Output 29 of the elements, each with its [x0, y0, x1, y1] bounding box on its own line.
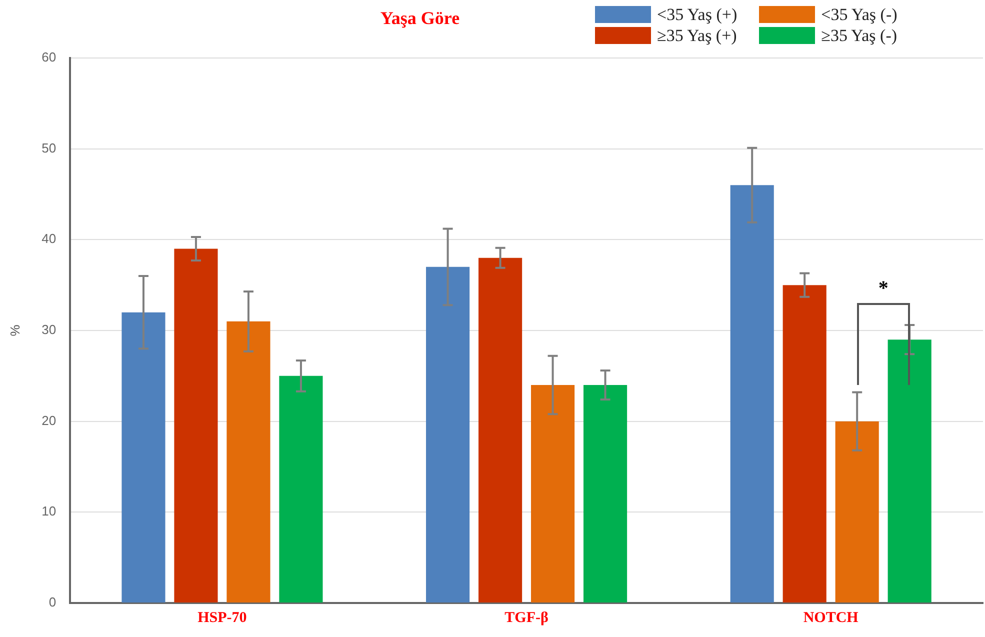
legend-label: <35 Yaş (-): [821, 4, 898, 24]
bar: [122, 312, 166, 602]
y-tick-label: 20: [42, 412, 56, 428]
bar: [583, 385, 628, 602]
bar: [174, 248, 218, 602]
y-tick-label: 60: [42, 50, 56, 65]
bar: [730, 185, 774, 602]
x-tick-label: NOTCH: [803, 610, 859, 626]
legend-label: <35 Yaş (+): [657, 4, 738, 24]
y-axis-title: %: [7, 324, 22, 336]
y-tick-label: 10: [42, 504, 56, 519]
bar: [478, 258, 522, 602]
x-tick-label: HSP-70: [198, 610, 247, 626]
legend-label: ≥35 Yaş (-): [821, 26, 898, 46]
bar: [782, 285, 826, 602]
y-tick-label: 0: [48, 594, 56, 610]
y-tick-label: 40: [42, 231, 56, 246]
bar: [426, 266, 470, 602]
bar: [530, 385, 575, 602]
y-tick-label: 50: [42, 140, 56, 156]
legend-label: ≥35 Yaş (+): [657, 26, 737, 46]
chart-title: Yaşa Göre: [379, 8, 461, 29]
x-tick-label: TGF-β: [504, 610, 548, 626]
bar: [279, 376, 323, 602]
y-tick-label: 30: [42, 322, 56, 338]
bar: [888, 340, 932, 602]
annotation: *: [878, 277, 888, 300]
bar: [835, 421, 879, 602]
bar: [226, 321, 270, 602]
